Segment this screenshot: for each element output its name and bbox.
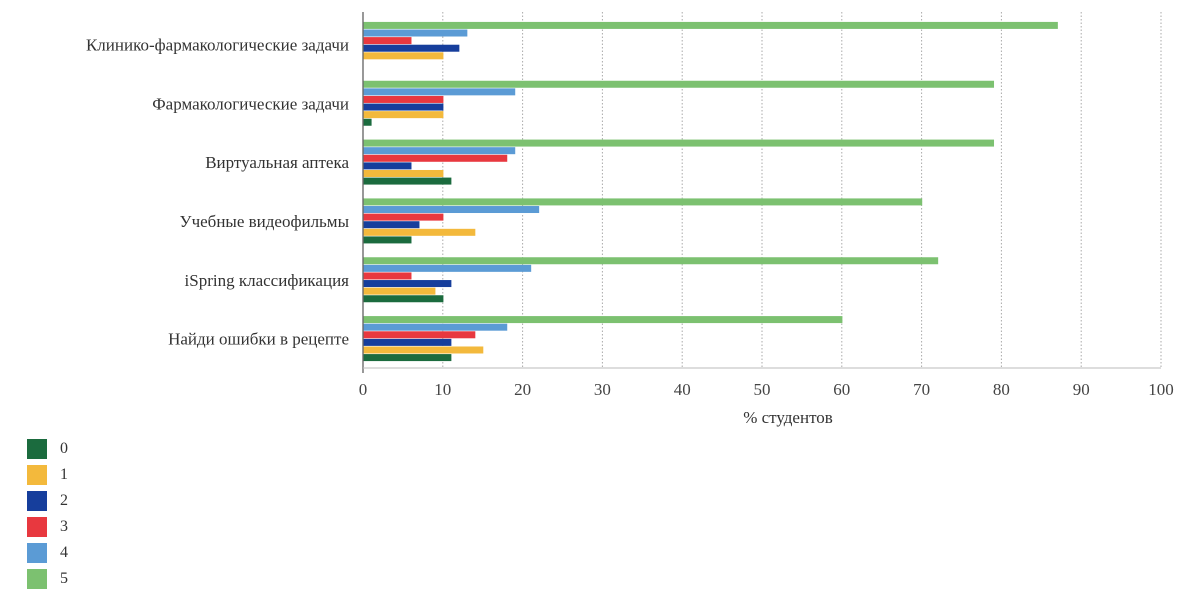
bar (363, 37, 412, 45)
bar (363, 95, 444, 103)
bar (363, 118, 372, 126)
x-tick-label: 30 (594, 380, 611, 399)
x-tick-label: 90 (1073, 380, 1090, 399)
bar (363, 280, 452, 288)
legend-swatch (27, 491, 47, 511)
bars (363, 21, 1058, 362)
x-tick-label: 50 (754, 380, 771, 399)
x-tick-label: 70 (913, 380, 930, 399)
x-tick-label: 10 (434, 380, 451, 399)
grid-lines (442, 12, 1162, 368)
bar (363, 236, 412, 244)
bar (363, 52, 444, 60)
bar (363, 103, 444, 111)
legend-label: 2 (60, 492, 68, 509)
legend-swatch (27, 517, 47, 537)
legend-swatch (27, 543, 47, 563)
bar (363, 287, 436, 295)
legend-item: 4 (27, 540, 68, 566)
bar (363, 198, 923, 206)
bar (363, 44, 460, 52)
x-tick-label: 60 (833, 380, 850, 399)
bar (363, 139, 995, 147)
bar (363, 154, 508, 162)
bar (363, 354, 452, 362)
bar (363, 111, 444, 119)
bar (363, 29, 468, 37)
legend-swatch (27, 465, 47, 485)
legend-label: 0 (60, 440, 68, 457)
bar (363, 147, 516, 155)
category-label: Клинико-фармакологические задачи (86, 35, 349, 54)
x-tick-label: 40 (674, 380, 691, 399)
bar (363, 88, 516, 96)
x-tick-labels: 0 10 20 30 40 50 60 70 80 90 100 (359, 380, 1174, 399)
legend-label: 4 (60, 544, 68, 561)
legend-label: 5 (60, 570, 68, 587)
bar (363, 80, 995, 88)
bar (363, 169, 444, 177)
bar (363, 264, 532, 272)
bar (363, 331, 476, 339)
bar (363, 162, 412, 170)
legend-item: 2 (27, 488, 68, 514)
bar (363, 257, 939, 265)
bar (363, 323, 508, 331)
legend-item: 5 (27, 566, 68, 592)
category-labels: Клинико-фармакологические задачи Фармакол… (86, 35, 350, 348)
legend: 0 1 2 3 4 5 (27, 436, 68, 592)
bar (363, 177, 452, 185)
x-tick-label: 80 (993, 380, 1010, 399)
legend-item: 3 (27, 514, 68, 540)
bar (363, 346, 484, 354)
legend-label: 1 (60, 466, 68, 483)
bar (363, 228, 476, 236)
category-label: Виртуальная аптека (205, 153, 349, 172)
category-label: iSpring классификация (185, 271, 350, 290)
legend-swatch (27, 569, 47, 589)
legend-item: 1 (27, 462, 68, 488)
legend-swatch (27, 439, 47, 459)
bar (363, 316, 843, 324)
x-tick-label: 20 (514, 380, 531, 399)
bar (363, 206, 540, 214)
bar (363, 338, 452, 346)
bar (363, 213, 444, 221)
x-axis-title: % студентов (743, 408, 833, 427)
bar (363, 272, 412, 280)
bar (363, 295, 444, 303)
x-tick-label: 0 (359, 380, 368, 399)
legend-label: 3 (60, 518, 68, 535)
category-label: Фармакологические задачи (152, 94, 349, 113)
x-tick-label: 100 (1148, 380, 1174, 399)
bar (363, 21, 1058, 29)
legend-item: 0 (27, 436, 68, 462)
category-label: Учебные видеофильмы (180, 212, 350, 231)
bar (363, 221, 420, 229)
category-label: Найди ошибки в рецепте (168, 330, 349, 349)
